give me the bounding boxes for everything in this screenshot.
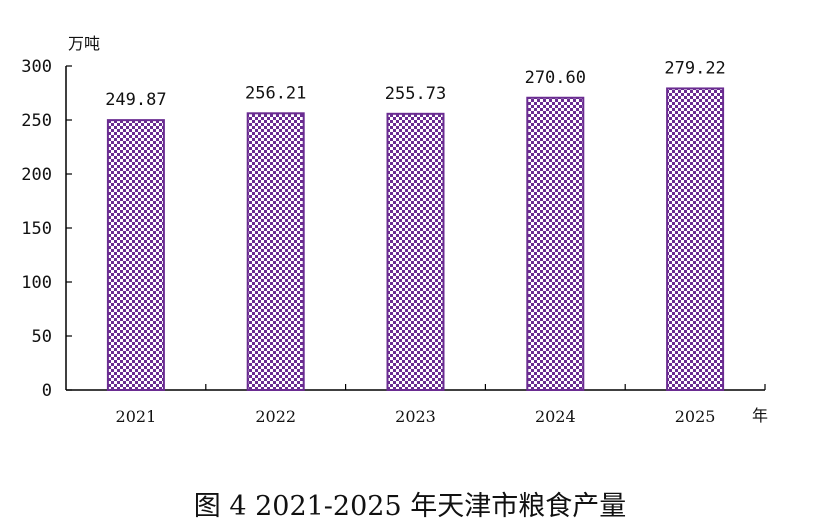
bar [386,112,445,391]
bar [246,112,305,391]
y-tick-label: 100 [21,273,52,293]
x-tick-label: 2025 [675,407,716,426]
data-label: 249.87 [105,90,166,110]
bar [526,96,585,391]
x-tick-label: 2023 [395,407,436,426]
x-axis-unit-label: 年 [752,406,768,425]
y-tick-label: 300 [21,57,52,77]
data-label: 279.22 [664,58,725,78]
x-tick-label: 2021 [116,407,157,426]
y-tick-label: 150 [21,219,52,239]
y-tick-label: 200 [21,165,52,185]
y-tick-label: 0 [42,381,52,401]
bars [106,87,725,391]
x-tick-label: 2022 [255,407,296,426]
bar [666,87,725,391]
data-label: 256.21 [245,83,306,103]
bar [106,119,165,391]
y-axis-unit-label: 万吨 [68,34,100,53]
data-label: 255.73 [385,84,446,104]
labels: 249.87 2021 256.21 2022 255.73 2023 270.60 2024… [105,58,726,426]
axes: 0 50 100 150 200 250 300 [21,57,766,401]
data-label: 270.60 [525,68,586,88]
y-tick-label: 250 [21,111,52,131]
chart-caption: 图 4 2021-2025 年天津市粮食产量 [194,491,626,522]
x-tick-label: 2024 [535,407,576,426]
y-tick-label: 50 [32,327,52,347]
